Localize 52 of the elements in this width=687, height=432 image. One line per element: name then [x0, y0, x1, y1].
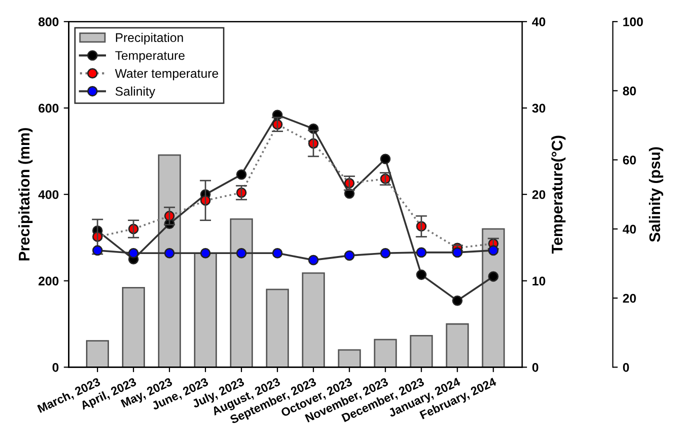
- point: [380, 154, 391, 164]
- point: [488, 271, 499, 282]
- bar: [338, 349, 361, 368]
- y-tick-label: 0: [52, 363, 58, 372]
- bar: [482, 228, 505, 368]
- point: [488, 245, 499, 256]
- y-axis-title: Precipitation (mm): [18, 128, 33, 260]
- y2-tick-label: 0: [532, 363, 538, 372]
- point: [92, 245, 103, 256]
- y2-tick-label: 30: [532, 104, 546, 113]
- y3-axis-title: Salinity (psu): [648, 147, 664, 242]
- bar: [158, 154, 181, 368]
- bar: [410, 334, 433, 368]
- legend-label: Temperature: [115, 51, 185, 62]
- point: [416, 247, 427, 258]
- point: [344, 250, 355, 261]
- y3-tick-label: 0: [623, 363, 629, 372]
- point: [416, 270, 427, 280]
- y-tick-label: 400: [38, 190, 58, 200]
- point: [236, 169, 247, 180]
- bar: [194, 252, 217, 368]
- bar: [266, 288, 289, 368]
- y2-tick-label: 10: [532, 276, 546, 286]
- point: [128, 248, 139, 258]
- y2-axis-title: Temperature(°C): [551, 136, 566, 254]
- point: [272, 248, 283, 258]
- legend-label: Salinity: [116, 86, 156, 98]
- point: [380, 248, 391, 258]
- bar: [86, 340, 109, 368]
- y3-tick-label: 40: [622, 224, 636, 234]
- y-tick-label: 800: [38, 17, 58, 26]
- point: [164, 248, 175, 258]
- y3-tick-label: 60: [622, 156, 636, 164]
- y3-tick-label: 20: [622, 294, 636, 303]
- y-tick-label: 600: [38, 104, 58, 113]
- y2-tick-label: 40: [532, 17, 546, 26]
- y3-tick-label: 100: [623, 17, 643, 26]
- point: [452, 295, 463, 306]
- point: [308, 254, 319, 266]
- point: [200, 248, 211, 258]
- legend-label: Water temperature: [115, 69, 218, 80]
- bar: [302, 272, 325, 368]
- bar: [230, 218, 253, 368]
- bar: [374, 338, 397, 368]
- y2-tick-label: 20: [532, 190, 546, 200]
- point: [236, 248, 247, 258]
- bar: [122, 287, 145, 368]
- y3-tick-label: 80: [622, 86, 636, 96]
- point: [452, 247, 463, 258]
- bar: [446, 323, 469, 368]
- legend-label: Precipitation: [116, 32, 183, 44]
- y-tick-label: 200: [38, 276, 58, 286]
